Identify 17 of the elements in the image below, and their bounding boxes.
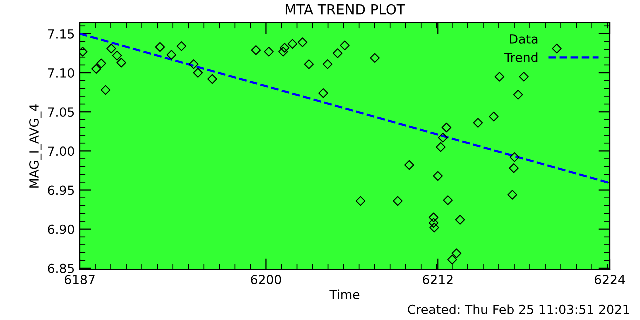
y-tick-label: 7.00 [48, 146, 74, 156]
x-tick-label: 6187 [64, 275, 95, 285]
y-tick-label: 7.15 [48, 30, 74, 39]
y-tick-label: 6.95 [48, 186, 74, 196]
series-label: Data [510, 34, 538, 44]
y-axis-title: MAG_I_AVG_4 [30, 104, 42, 188]
chart-title: MTA TREND PLOT [286, 4, 406, 15]
x-tick-label: 6224 [594, 275, 626, 285]
x-tick-label: 6200 [251, 275, 282, 285]
legend-label: Trend [504, 52, 538, 62]
y-tick-label: 6.90 [48, 224, 74, 234]
y-tick-label: 6.85 [48, 264, 74, 274]
x-axis-title: Time [330, 290, 360, 300]
x-tick-label: 6212 [423, 275, 453, 285]
text: Created: Thu Feb 25 11:03:51 2021 [408, 304, 630, 314]
y-tick-label: 7.10 [48, 68, 74, 78]
y-tick-label: 7.05 [48, 108, 74, 118]
